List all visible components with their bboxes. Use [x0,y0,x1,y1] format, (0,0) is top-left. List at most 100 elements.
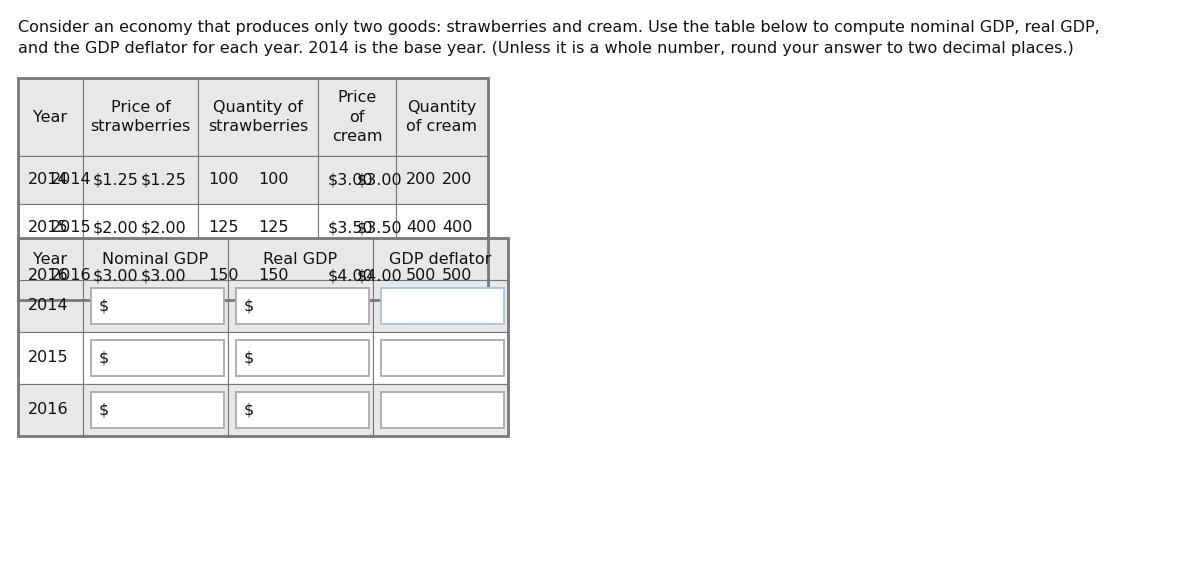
Bar [18,280,83,332]
Text: $3.00: $3.00 [140,269,186,283]
Text: Nominal GDP: Nominal GDP [102,251,209,266]
Bar [373,332,508,384]
Text: 2016: 2016 [50,269,91,283]
Text: 2015: 2015 [28,220,68,235]
Bar [83,280,228,332]
Bar [373,280,508,332]
Bar [198,252,318,300]
Text: $: $ [244,402,254,417]
Text: 400: 400 [442,220,473,235]
Text: 500: 500 [442,269,473,283]
Text: $: $ [244,350,254,365]
Bar [228,332,373,384]
Bar [83,332,228,384]
Bar [91,288,224,324]
Text: 200: 200 [442,172,473,187]
Bar [18,252,83,300]
Bar [318,252,396,300]
Bar [396,156,488,204]
Text: $1.25: $1.25 [140,172,186,187]
Bar [228,238,373,280]
Text: $: $ [98,298,109,313]
Text: Real GDP: Real GDP [264,251,337,266]
Bar [18,78,488,300]
Text: $3.00: $3.00 [328,172,373,187]
Bar [83,204,198,252]
Text: $3.50: $3.50 [328,220,373,235]
Text: $4.00: $4.00 [358,269,403,283]
Bar [83,156,198,204]
Bar [18,204,83,252]
Bar [18,156,83,204]
Bar [318,156,396,204]
Bar [198,204,318,252]
Text: $3.00: $3.00 [94,269,139,283]
Text: 2016: 2016 [28,269,68,283]
Bar [228,280,373,332]
Bar [18,252,83,300]
Text: 125: 125 [258,220,288,235]
Bar [318,78,396,156]
Text: 2014: 2014 [28,298,68,313]
Bar [382,340,504,376]
Bar [18,238,83,280]
Text: 2014: 2014 [28,172,68,187]
Bar [18,156,83,204]
Bar [198,252,318,300]
Bar [198,156,318,204]
Bar [83,78,198,156]
Bar [198,156,318,204]
Text: $2.00: $2.00 [94,220,139,235]
Bar [198,204,318,252]
Bar [318,204,396,252]
Text: Price
of
cream: Price of cream [331,90,383,144]
Text: $1.25: $1.25 [94,172,139,187]
Bar [396,204,488,252]
Bar [396,156,488,204]
Text: Consider an economy that produces only two goods: strawberries and cream. Use th: Consider an economy that produces only t… [18,20,1099,35]
Text: Quantity of
strawberries: Quantity of strawberries [208,99,308,135]
Text: Year: Year [34,251,67,266]
Text: 2015: 2015 [28,350,68,365]
Bar [382,392,504,428]
Text: 2015: 2015 [50,220,91,235]
Text: 500: 500 [406,269,437,283]
Bar [318,156,396,204]
Bar [373,384,508,436]
Bar [396,204,488,252]
Bar [382,288,504,324]
Text: GDP deflator: GDP deflator [389,251,492,266]
Text: $: $ [98,402,109,417]
Bar [83,156,198,204]
Bar [236,340,370,376]
Bar [396,78,488,156]
Text: 200: 200 [406,172,437,187]
Bar [228,384,373,436]
Bar [91,340,224,376]
Bar [236,392,370,428]
Bar [18,332,83,384]
Bar [83,384,228,436]
Bar [373,238,508,280]
Bar [18,238,508,436]
Text: $3.00: $3.00 [358,172,403,187]
Text: 100: 100 [258,172,288,187]
Text: Quantity
of cream: Quantity of cream [407,99,478,135]
Bar [198,78,318,156]
Text: 150: 150 [258,269,288,283]
Text: 125: 125 [208,220,239,235]
Text: 2014: 2014 [50,172,91,187]
Text: 150: 150 [208,269,239,283]
Text: $: $ [98,350,109,365]
Bar [318,204,396,252]
Text: 400: 400 [406,220,437,235]
Bar [236,288,370,324]
Bar [83,238,228,280]
Text: $2.00: $2.00 [140,220,186,235]
Text: $4.00: $4.00 [328,269,373,283]
Text: $: $ [244,298,254,313]
Bar [18,204,83,252]
Bar [18,78,83,156]
Text: Year: Year [34,109,67,124]
Bar [396,252,488,300]
